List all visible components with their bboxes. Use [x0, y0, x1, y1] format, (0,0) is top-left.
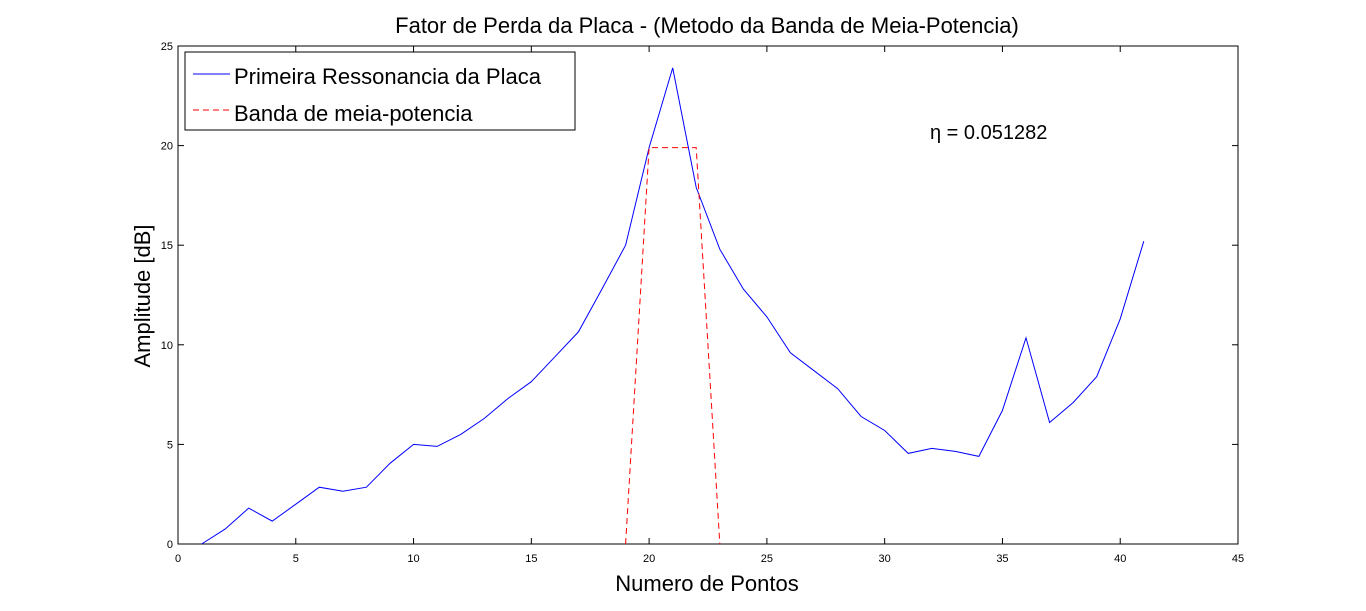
x-tick-label: 25: [761, 553, 773, 565]
x-tick-label: 30: [879, 553, 891, 565]
y-tick-label: 20: [161, 141, 173, 153]
x-tick-label: 35: [996, 553, 1008, 565]
y-axis-label: Amplitude [dB]: [130, 224, 155, 367]
legend-box: [184, 51, 576, 131]
series-lines: [201, 67, 1145, 545]
y-tick-label: 25: [161, 41, 173, 53]
x-tick-label: 45: [1232, 553, 1244, 565]
y-tick-label: 10: [161, 340, 173, 352]
legend: Primeira Ressonancia da Placa Banda de m…: [184, 51, 576, 131]
loss-factor-annotation: η = 0.051282: [930, 122, 1047, 144]
x-tick-label: 15: [525, 553, 537, 565]
chart-title: Fator de Perda da Placa - (Metodo da Ban…: [395, 13, 1019, 38]
y-tick-label: 0: [167, 539, 173, 551]
series-line-primeira-ressonancia: [201, 67, 1145, 545]
x-tick-label: 5: [293, 553, 299, 565]
legend-label-banda: Banda de meia-potencia: [234, 101, 473, 126]
axis-ticks: 0 5 10 15 20 25 30 35 40 45 0 5 10 15 20 25: [161, 41, 1244, 565]
y-tick-label: 5: [167, 439, 173, 451]
x-tick-label: 40: [1114, 553, 1126, 565]
x-tick-label: 20: [643, 553, 655, 565]
series-line-banda-meia-potencia: [625, 147, 721, 545]
legend-label-primeira: Primeira Ressonancia da Placa: [234, 64, 542, 89]
x-tick-label: 0: [175, 553, 181, 565]
x-tick-label: 10: [407, 553, 419, 565]
y-tick-label: 15: [161, 240, 173, 252]
x-axis-label: Numero de Pontos: [615, 571, 798, 596]
